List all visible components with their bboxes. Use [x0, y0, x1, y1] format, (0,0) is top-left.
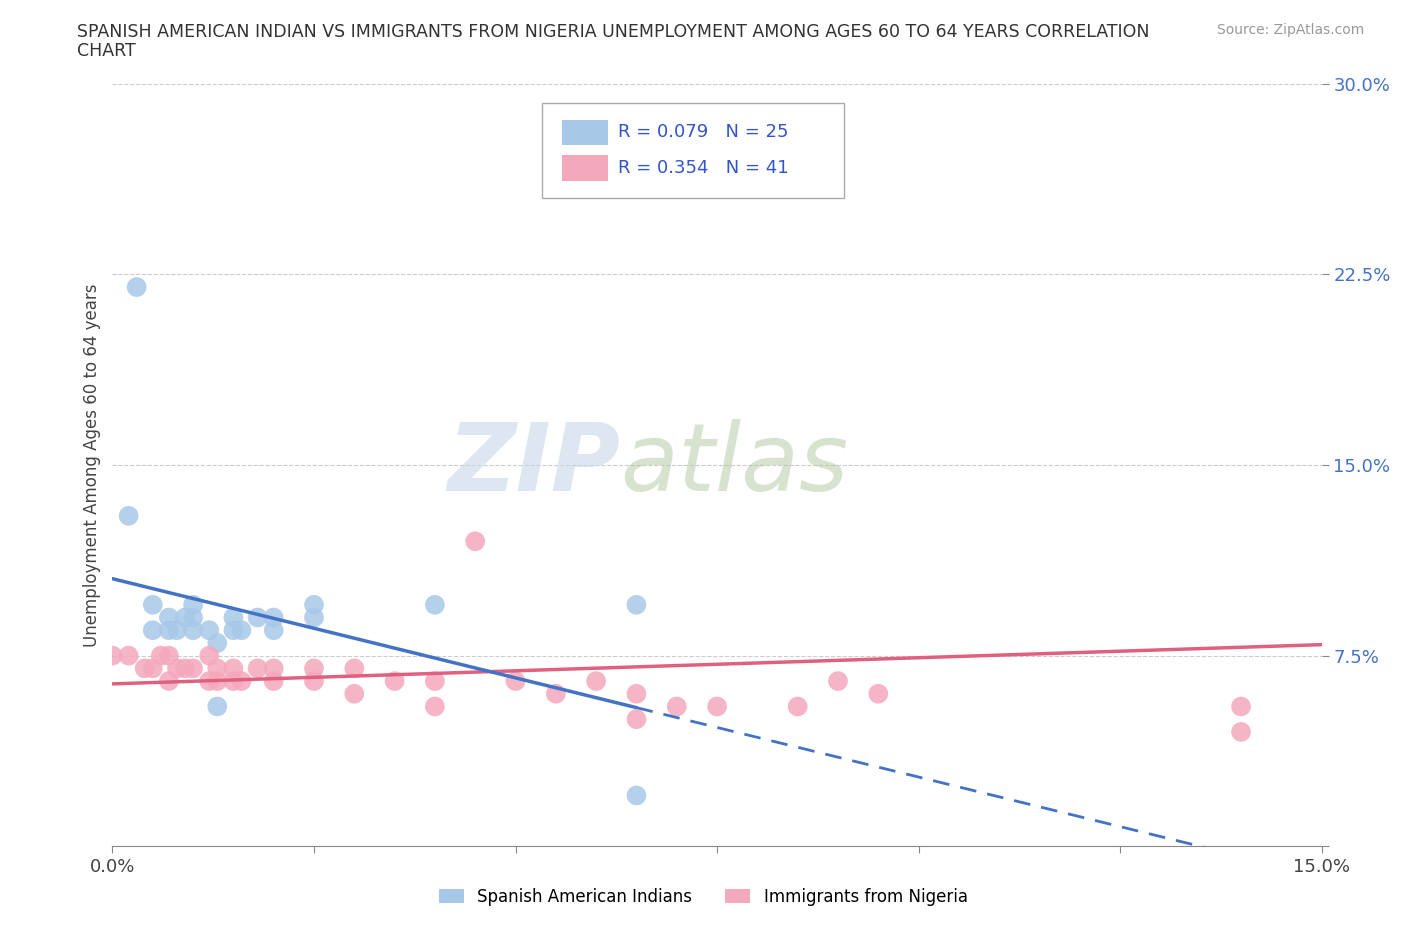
Text: R = 0.354   N = 41: R = 0.354 N = 41 — [617, 159, 789, 177]
Point — [181, 597, 204, 612]
Point — [101, 648, 124, 663]
Point — [464, 534, 486, 549]
Point — [207, 699, 229, 714]
Point — [207, 635, 229, 650]
Point — [423, 673, 446, 688]
Point — [142, 623, 165, 638]
Point — [134, 661, 156, 676]
Point — [263, 610, 285, 625]
Text: Source: ZipAtlas.com: Source: ZipAtlas.com — [1216, 23, 1364, 37]
Point — [157, 673, 180, 688]
Point — [149, 648, 172, 663]
Point — [544, 686, 567, 701]
Point — [246, 661, 269, 676]
Point — [263, 673, 285, 688]
Point — [1230, 724, 1253, 739]
Point — [302, 661, 325, 676]
Point — [142, 661, 165, 676]
Point — [423, 597, 446, 612]
Point — [207, 673, 229, 688]
Point — [174, 610, 197, 625]
Point — [157, 648, 180, 663]
Point — [626, 788, 648, 803]
FancyBboxPatch shape — [562, 155, 609, 180]
Point — [198, 673, 221, 688]
Text: ZIP: ZIP — [447, 419, 620, 511]
Point — [222, 673, 245, 688]
Point — [181, 661, 204, 676]
Point — [505, 673, 527, 688]
Point — [125, 280, 148, 295]
Point — [166, 661, 188, 676]
Point — [1230, 699, 1253, 714]
Point — [174, 661, 197, 676]
Point — [231, 623, 253, 638]
Point — [343, 661, 366, 676]
Text: SPANISH AMERICAN INDIAN VS IMMIGRANTS FROM NIGERIA UNEMPLOYMENT AMONG AGES 60 TO: SPANISH AMERICAN INDIAN VS IMMIGRANTS FR… — [77, 23, 1150, 41]
Point — [263, 661, 285, 676]
Point — [343, 686, 366, 701]
Point — [665, 699, 688, 714]
Point — [198, 648, 221, 663]
Point — [157, 610, 180, 625]
Point — [626, 711, 648, 726]
Point — [423, 699, 446, 714]
Point — [585, 673, 607, 688]
Point — [231, 673, 253, 688]
Point — [263, 623, 285, 638]
Point — [246, 610, 269, 625]
Text: atlas: atlas — [620, 419, 849, 511]
Point — [222, 610, 245, 625]
Point — [157, 623, 180, 638]
Point — [117, 509, 139, 524]
FancyBboxPatch shape — [562, 120, 609, 145]
Point — [181, 623, 204, 638]
Point — [626, 686, 648, 701]
Text: CHART: CHART — [77, 42, 136, 60]
Point — [384, 673, 406, 688]
Point — [142, 597, 165, 612]
Point — [626, 597, 648, 612]
Point — [207, 661, 229, 676]
Point — [117, 648, 139, 663]
Point — [198, 623, 221, 638]
Point — [706, 699, 728, 714]
Y-axis label: Unemployment Among Ages 60 to 64 years: Unemployment Among Ages 60 to 64 years — [83, 284, 101, 646]
Point — [181, 610, 204, 625]
Point — [302, 597, 325, 612]
Point — [786, 699, 808, 714]
Point — [222, 623, 245, 638]
Point — [827, 673, 849, 688]
Text: R = 0.079   N = 25: R = 0.079 N = 25 — [617, 123, 789, 140]
Point — [222, 661, 245, 676]
FancyBboxPatch shape — [541, 103, 844, 198]
Point — [302, 610, 325, 625]
Point — [302, 673, 325, 688]
Point — [868, 686, 890, 701]
Point — [166, 623, 188, 638]
Legend: Spanish American Indians, Immigrants from Nigeria: Spanish American Indians, Immigrants fro… — [432, 881, 974, 912]
